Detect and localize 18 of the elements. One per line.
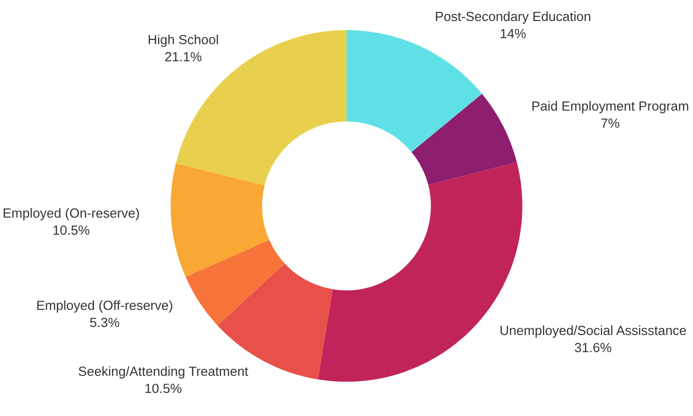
data-label: 14% <box>500 28 526 38</box>
data-label: 10.5% <box>145 384 182 394</box>
slice-label: Seeking/Attending Treatment <box>78 366 248 379</box>
data-label: 21.1% <box>165 52 202 62</box>
slice-label: Employed (On-reserve) <box>4 208 139 220</box>
donut-slice <box>346 30 482 152</box>
slice-label: Post-Secondary Education <box>436 11 590 24</box>
data-label: 5.3% <box>90 318 120 328</box>
donut-slice <box>186 240 285 326</box>
donut-slice <box>412 94 517 185</box>
slice-label: Paid Employment Program <box>532 101 688 114</box>
data-label: 31.6% <box>574 342 612 352</box>
donut-slice <box>170 163 270 277</box>
slice-label: Unemployed/Social Assisstance <box>500 325 686 338</box>
data-label: 10.5% <box>53 225 90 235</box>
data-label: 7% <box>601 118 620 128</box>
slice-label: High School <box>148 34 218 47</box>
slice-label: Employed (Off-reserve) <box>37 300 172 313</box>
